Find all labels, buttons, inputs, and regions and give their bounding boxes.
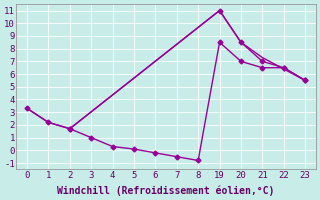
X-axis label: Windchill (Refroidissement éolien,°C): Windchill (Refroidissement éolien,°C) <box>57 185 275 196</box>
